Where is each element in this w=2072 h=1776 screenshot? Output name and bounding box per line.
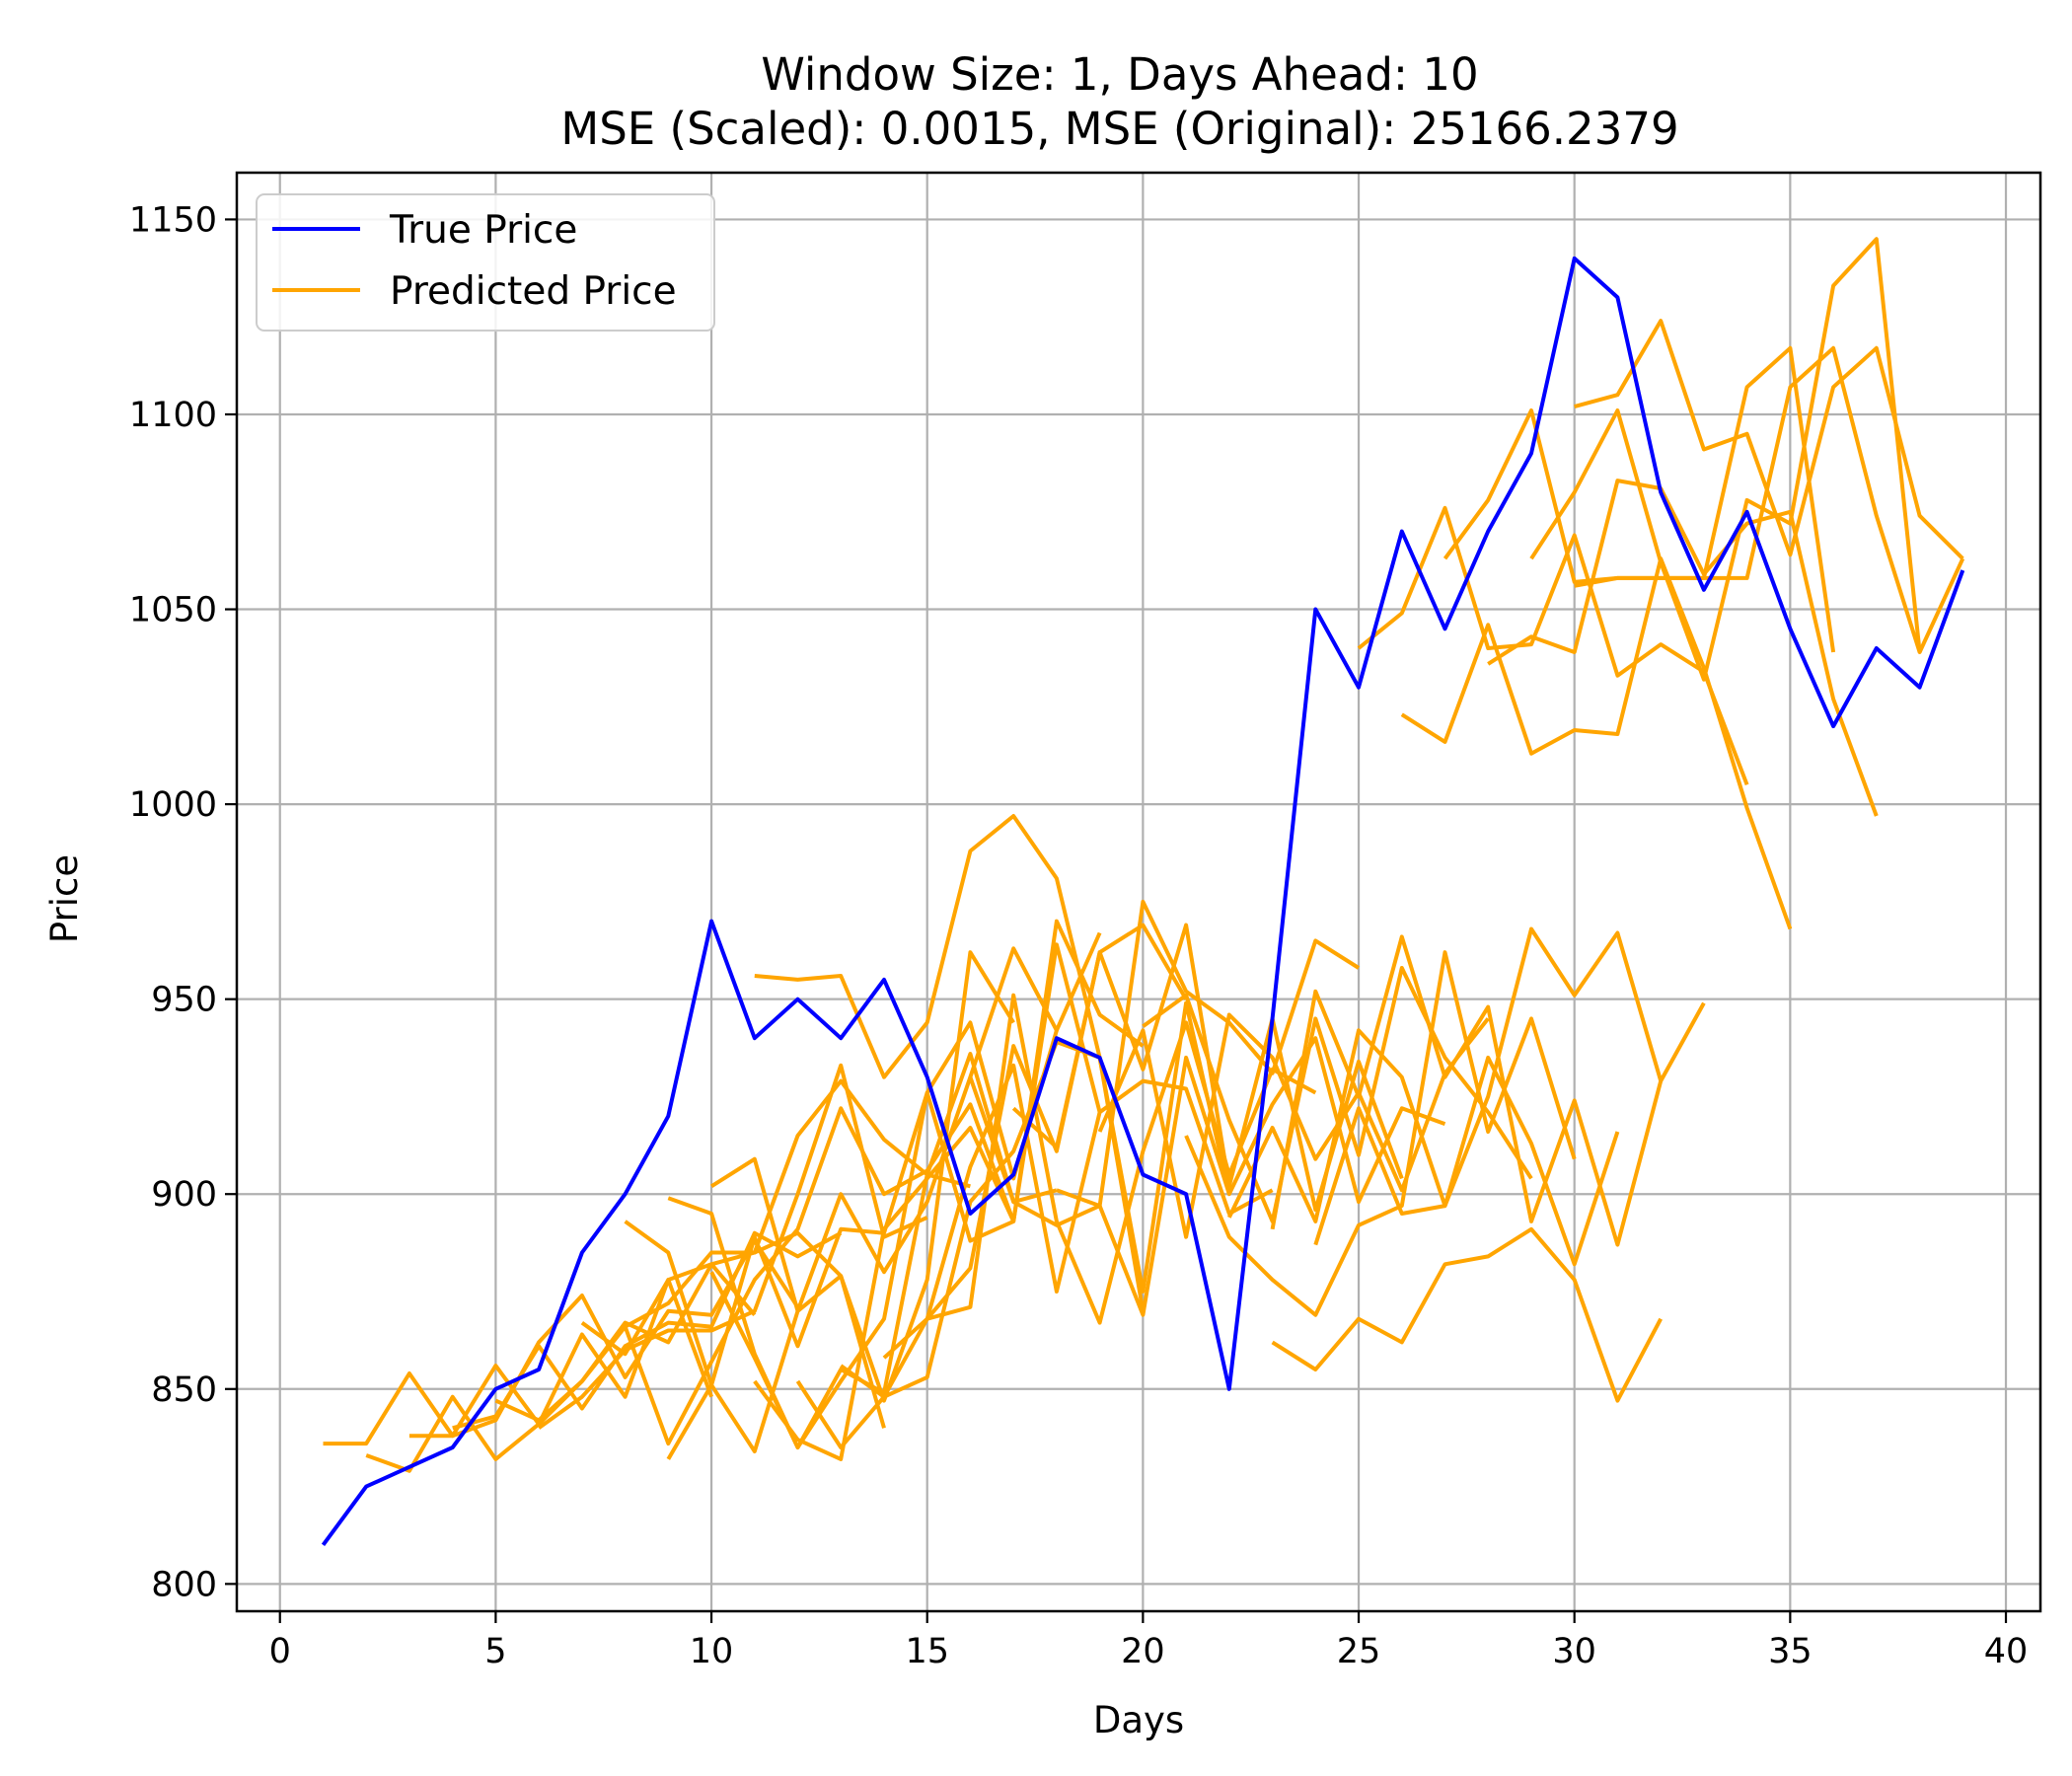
- y-tick-label: 1000: [129, 785, 217, 825]
- legend-box: [256, 193, 715, 332]
- predicted-price-line-20: [968, 899, 1361, 1227]
- predicted-price-line-30: [1357, 505, 1749, 786]
- y-axis-label: Price: [43, 854, 86, 943]
- grid: [237, 173, 2040, 1611]
- predicted-price-line-29: [1313, 926, 1706, 1246]
- y-tick-label: 1150: [129, 200, 217, 240]
- predicted-price-line-24: [1142, 966, 1533, 1223]
- predicted-price-line-18: [710, 931, 1102, 1313]
- predicted-price-line-34: [1529, 237, 1922, 682]
- x-tick-label: 30: [1552, 1632, 1596, 1671]
- predicted-price-line-15: [926, 993, 1317, 1325]
- x-axis-ticks: 0 5 10 15 20 25 30 35 40: [269, 1611, 2029, 1671]
- chart-subtitle: MSE (Scaled): 0.0015, MSE (Original): 25…: [560, 103, 1678, 155]
- x-tick-label: 40: [1984, 1632, 2029, 1671]
- legend-label-true-price: True Price: [389, 208, 577, 253]
- x-tick-label: 10: [690, 1632, 734, 1671]
- x-tick-label: 25: [1337, 1632, 1381, 1671]
- legend: True Price Predicted Price: [256, 193, 715, 332]
- predicted-price-line-16: [667, 1052, 1058, 1449]
- x-tick-label: 5: [484, 1632, 506, 1671]
- predicted-price-line-36: [1574, 345, 1965, 654]
- predicted-price-line-33: [1487, 479, 1879, 817]
- y-axis-ticks: 800 850 900 950 1000 1050 1100 1150: [129, 200, 237, 1604]
- predicted-price-line-25: [1184, 950, 1577, 1317]
- x-tick-label: 35: [1768, 1632, 1813, 1671]
- predicted-price-line-26: [1226, 1028, 1620, 1267]
- predicted-price-line-22: [1056, 1036, 1446, 1317]
- y-tick-label: 1100: [129, 396, 217, 435]
- y-tick-label: 1050: [129, 591, 217, 630]
- x-tick-label: 20: [1121, 1632, 1165, 1671]
- plot-frame: [235, 171, 2042, 1613]
- predicted-price-line-35: [1574, 319, 1964, 560]
- chart-title: Window Size: 1, Days Ahead: 10: [761, 48, 1478, 101]
- predicted-price-line-27: [1270, 934, 1664, 1247]
- legend-label-predicted-price: Predicted Price: [390, 269, 677, 314]
- predicted-price-line-31: [1400, 556, 1793, 930]
- series-group: [321, 237, 1965, 1546]
- predicted-price-line-13: [840, 1000, 1231, 1399]
- true-price-line: [321, 256, 1965, 1546]
- x-tick-label: 15: [905, 1632, 949, 1671]
- y-tick-label: 950: [151, 981, 217, 1020]
- x-tick-label: 0: [269, 1632, 291, 1671]
- y-tick-label: 800: [151, 1565, 217, 1604]
- predicted-price-line-14: [882, 1063, 1274, 1360]
- predicted-price-line-19: [754, 814, 1146, 1312]
- x-axis-label: Days: [1093, 1699, 1184, 1741]
- predicted-price-line-17: [624, 950, 1015, 1453]
- y-tick-label: 900: [151, 1175, 217, 1215]
- predicted-price-line-28: [1271, 1226, 1663, 1403]
- y-tick-label: 850: [151, 1370, 217, 1410]
